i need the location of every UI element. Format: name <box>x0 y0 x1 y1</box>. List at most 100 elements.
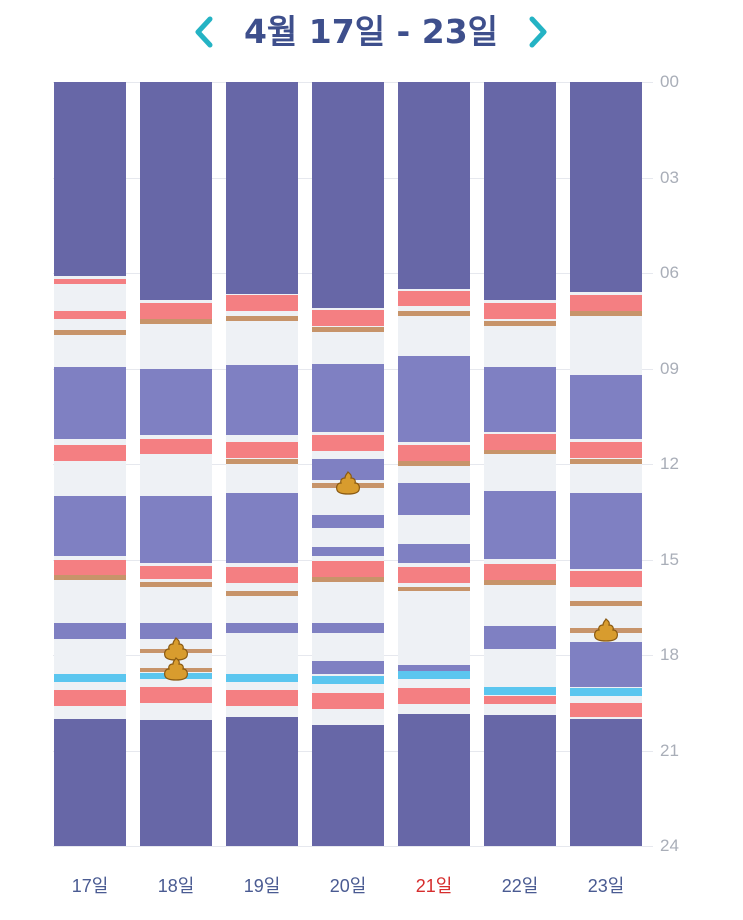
diaper-segment[interactable] <box>570 600 642 606</box>
nap-segment[interactable] <box>54 495 126 557</box>
diaper-segment[interactable] <box>226 459 298 464</box>
diaper-segment[interactable] <box>484 449 556 455</box>
night-sleep-segment[interactable] <box>226 82 298 294</box>
nap-segment[interactable] <box>140 495 212 563</box>
feeding-segment[interactable] <box>484 303 556 320</box>
next-week-button[interactable] <box>518 8 558 56</box>
poop-icon[interactable] <box>335 471 361 495</box>
nap-segment[interactable] <box>312 661 384 675</box>
nap-segment[interactable] <box>398 355 470 442</box>
nap-segment[interactable] <box>226 623 298 633</box>
feeding-segment[interactable] <box>226 295 298 312</box>
diaper-segment[interactable] <box>570 311 642 316</box>
feeding-segment[interactable] <box>398 688 470 705</box>
diaper-segment[interactable] <box>226 591 298 597</box>
night-sleep-segment[interactable] <box>570 718 642 846</box>
day-column[interactable] <box>570 82 642 846</box>
nap-segment[interactable] <box>484 366 556 433</box>
nap-segment[interactable] <box>140 368 212 436</box>
nap-segment[interactable] <box>484 626 556 649</box>
diaper-segment[interactable] <box>312 327 384 332</box>
feeding-segment[interactable] <box>140 303 212 320</box>
day-column[interactable] <box>54 82 126 846</box>
nap-segment[interactable] <box>312 623 384 633</box>
feeding-segment[interactable] <box>226 441 298 458</box>
night-sleep-segment[interactable] <box>484 82 556 301</box>
feeding-segment[interactable] <box>570 441 642 458</box>
bath-segment[interactable] <box>484 686 556 695</box>
nap-segment[interactable] <box>398 543 470 563</box>
nap-segment[interactable] <box>54 623 126 640</box>
diaper-segment[interactable] <box>54 330 126 336</box>
feeding-segment[interactable] <box>140 565 212 579</box>
feeding-segment[interactable] <box>398 567 470 584</box>
night-sleep-segment[interactable] <box>484 715 556 846</box>
diaper-segment[interactable] <box>398 311 470 316</box>
nap-segment[interactable] <box>570 492 642 570</box>
bath-segment[interactable] <box>570 688 642 697</box>
feeding-segment[interactable] <box>398 290 470 307</box>
feeding-segment[interactable] <box>570 295 642 312</box>
feeding-segment[interactable] <box>312 693 384 710</box>
diaper-segment[interactable] <box>484 580 556 585</box>
bath-segment[interactable] <box>226 674 298 683</box>
feeding-segment[interactable] <box>398 444 470 461</box>
poop-icon[interactable] <box>593 617 619 642</box>
nap-segment[interactable] <box>398 664 470 671</box>
night-sleep-segment[interactable] <box>312 725 384 846</box>
feeding-segment[interactable] <box>312 561 384 577</box>
feeding-segment[interactable] <box>570 702 642 718</box>
night-sleep-segment[interactable] <box>140 82 212 301</box>
diaper-segment[interactable] <box>54 575 126 581</box>
nap-segment[interactable] <box>226 492 298 563</box>
feeding-segment[interactable] <box>140 686 212 703</box>
bath-segment[interactable] <box>54 674 126 683</box>
bath-segment[interactable] <box>312 675 384 684</box>
feeding-segment[interactable] <box>484 433 556 450</box>
diaper-segment[interactable] <box>226 315 298 321</box>
nap-segment[interactable] <box>312 514 384 528</box>
day-column[interactable] <box>484 82 556 846</box>
nap-segment[interactable] <box>570 374 642 439</box>
night-sleep-segment[interactable] <box>54 82 126 277</box>
nap-segment[interactable] <box>398 483 470 515</box>
feeding-segment[interactable] <box>54 311 126 320</box>
night-sleep-segment[interactable] <box>398 82 470 289</box>
feeding-segment[interactable] <box>484 696 556 705</box>
feeding-segment[interactable] <box>226 567 298 584</box>
night-sleep-segment[interactable] <box>312 82 384 309</box>
poop-icon[interactable] <box>163 657 189 681</box>
feeding-segment[interactable] <box>54 559 126 576</box>
night-sleep-segment[interactable] <box>54 718 126 846</box>
nap-segment[interactable] <box>312 459 384 480</box>
diaper-segment[interactable] <box>484 320 556 326</box>
diaper-segment[interactable] <box>398 460 470 466</box>
diaper-segment[interactable] <box>140 581 212 587</box>
diaper-segment[interactable] <box>398 586 470 592</box>
nap-segment[interactable] <box>484 491 556 560</box>
nap-segment[interactable] <box>226 365 298 436</box>
feeding-segment[interactable] <box>312 309 384 326</box>
feeding-segment[interactable] <box>54 444 126 461</box>
bath-segment[interactable] <box>398 670 470 679</box>
nap-segment[interactable] <box>312 546 384 557</box>
diaper-segment[interactable] <box>570 459 642 464</box>
feeding-segment[interactable] <box>54 279 126 285</box>
diaper-segment[interactable] <box>140 319 212 324</box>
nap-segment[interactable] <box>570 642 642 687</box>
prev-week-button[interactable] <box>184 8 224 56</box>
nap-segment[interactable] <box>312 363 384 433</box>
day-column[interactable] <box>398 82 470 846</box>
diaper-segment[interactable] <box>312 577 384 582</box>
feeding-segment[interactable] <box>312 435 384 452</box>
day-column[interactable] <box>226 82 298 846</box>
feeding-segment[interactable] <box>140 438 212 455</box>
feeding-segment[interactable] <box>484 564 556 581</box>
night-sleep-segment[interactable] <box>226 717 298 846</box>
night-sleep-segment[interactable] <box>398 713 470 846</box>
feeding-segment[interactable] <box>570 570 642 587</box>
nap-segment[interactable] <box>54 366 126 439</box>
feeding-segment[interactable] <box>54 690 126 706</box>
night-sleep-segment[interactable] <box>140 720 212 846</box>
nap-segment[interactable] <box>140 623 212 640</box>
